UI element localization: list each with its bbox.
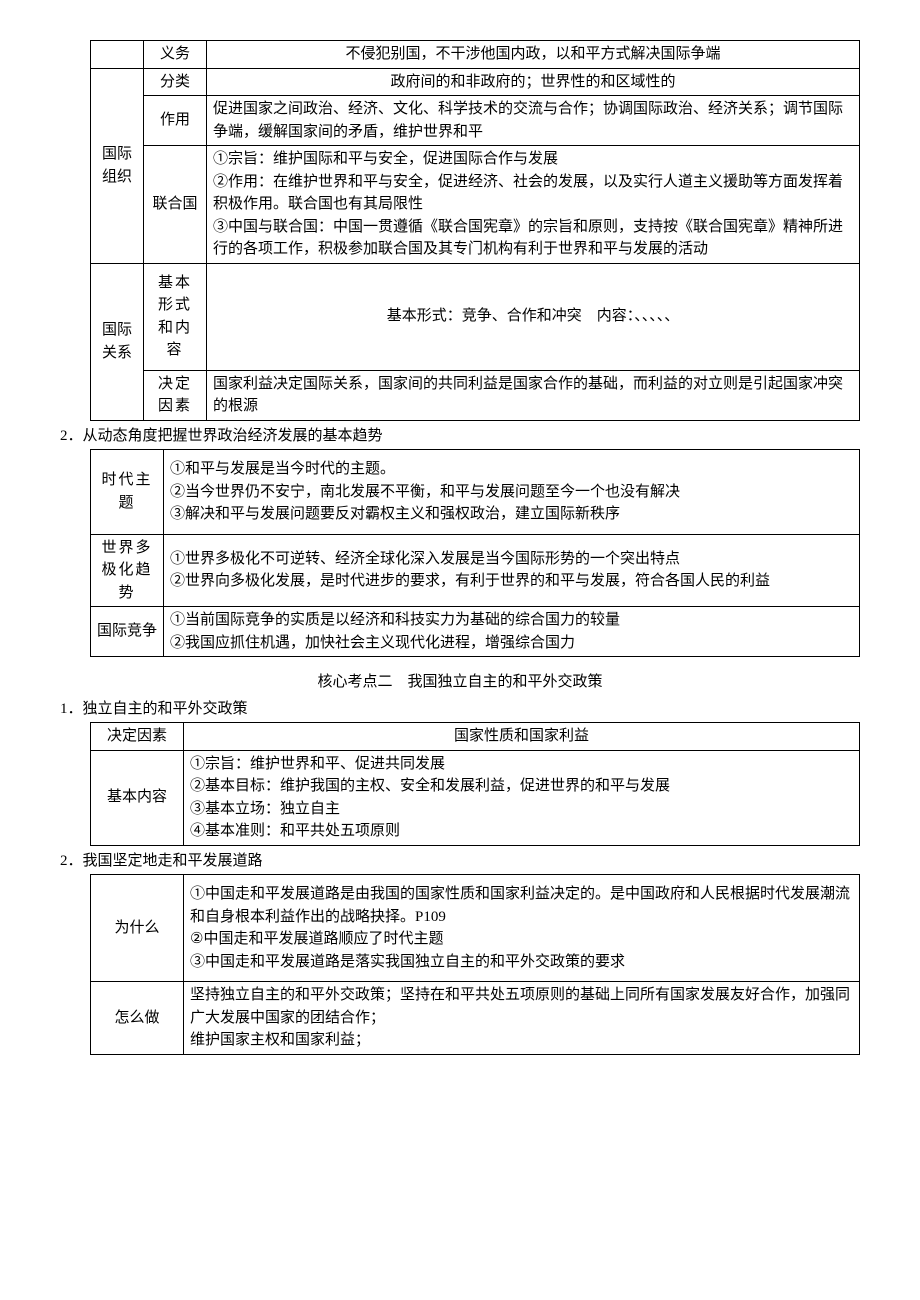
cell-determinant-label: 决定因素 — [91, 723, 184, 751]
cell-form-content: 基本形式：竞争、合作和冲突 内容：、、、、、 — [207, 263, 860, 370]
core-heading: 核心考点二 我国独立自主的和平外交政策 — [60, 671, 860, 694]
heading-dynamic-trends: 2．从动态角度把握世界政治经济发展的基本趋势 — [60, 425, 860, 448]
table-row: 国际关系 基本形式和内容 基本形式：竞争、合作和冲突 内容：、、、、、 — [91, 263, 860, 370]
cell-basic-content-label: 基本内容 — [91, 750, 184, 845]
cell-factor-label: 决定因素 — [144, 370, 207, 420]
cell-duty-label: 义务 — [144, 41, 207, 69]
cell-un-label: 联合国 — [144, 146, 207, 264]
cell-how-content: 坚持独立自主的和平外交政策；坚持在和平共处五项原则的基础上同所有国家发展友好合作… — [184, 982, 860, 1055]
cell-competition-content: ①当前国际竞争的实质是以经济和科技实力为基础的综合国力的较量 ②我国应抓住机遇，… — [164, 607, 860, 657]
table-row: 决定因素 国家利益决定国际关系，国家间的共同利益是国家合作的基础，而利益的对立则… — [91, 370, 860, 420]
table-row: 国际组织 分类 政府间的和非政府的；世界性的和区域性的 — [91, 68, 860, 96]
cell-how-label: 怎么做 — [91, 982, 184, 1055]
cell-era-theme-label: 时代主题 — [91, 450, 164, 535]
cell-form-label: 基本形式和内容 — [144, 263, 207, 370]
heading-peaceful-path: 2．我国坚定地走和平发展道路 — [60, 850, 860, 873]
cell-why-content: ①中国走和平发展道路是由我国的国家性质和国家利益决定的。是中国政府和人民根据时代… — [184, 875, 860, 982]
cell-why-label: 为什么 — [91, 875, 184, 982]
table-foreign-policy: 决定因素 国家性质和国家利益 基本内容 ①宗旨：维护世界和平、促进共同发展 ②基… — [90, 722, 860, 846]
cell-un-content: ①宗旨：维护国际和平与安全，促进国际合作与发展 ②作用：在维护世界和平与安全，促… — [207, 146, 860, 264]
table-row: 为什么 ①中国走和平发展道路是由我国的国家性质和国家利益决定的。是中国政府和人民… — [91, 875, 860, 982]
cell-era-theme-content: ①和平与发展是当今时代的主题。 ②当今世界仍不安宁，南北发展不平衡，和平与发展问… — [164, 450, 860, 535]
heading-independent-policy: 1．独立自主的和平外交政策 — [60, 698, 860, 721]
table-row: 时代主题 ①和平与发展是当今时代的主题。 ②当今世界仍不安宁，南北发展不平衡，和… — [91, 450, 860, 535]
cell-factor-content: 国家利益决定国际关系，国家间的共同利益是国家合作的基础，而利益的对立则是引起国家… — [207, 370, 860, 420]
table-row: 国际竞争 ①当前国际竞争的实质是以经济和科技实力为基础的综合国力的较量 ②我国应… — [91, 607, 860, 657]
table-row: 决定因素 国家性质和国家利益 — [91, 723, 860, 751]
cell-duty-content: 不侵犯别国，不干涉他国内政，以和平方式解决国际争端 — [207, 41, 860, 69]
cell-multipolar-label: 世界多极化趋势 — [91, 534, 164, 607]
table-row: 作用 促进国家之间政治、经济、文化、科学技术的交流与合作；协调国际政治、经济关系… — [91, 96, 860, 146]
cell-multipolar-content: ①世界多极化不可逆转、经济全球化深入发展是当今国际形势的一个突出特点 ②世界向多… — [164, 534, 860, 607]
table-row: 怎么做 坚持独立自主的和平外交政策；坚持在和平共处五项原则的基础上同所有国家发展… — [91, 982, 860, 1055]
cell-intl-org-label: 国际组织 — [91, 68, 144, 263]
cell-basic-content-content: ①宗旨：维护世界和平、促进共同发展 ②基本目标：维护我国的主权、安全和发展利益，… — [184, 750, 860, 845]
cell-role-label: 作用 — [144, 96, 207, 146]
cell-determinant-content: 国家性质和国家利益 — [184, 723, 860, 751]
table-row: 世界多极化趋势 ①世界多极化不可逆转、经济全球化深入发展是当今国际形势的一个突出… — [91, 534, 860, 607]
empty-cell — [91, 41, 144, 69]
cell-competition-label: 国际竞争 — [91, 607, 164, 657]
table-world-trends: 时代主题 ①和平与发展是当今时代的主题。 ②当今世界仍不安宁，南北发展不平衡，和… — [90, 449, 860, 657]
table-row: 联合国 ①宗旨：维护国际和平与安全，促进国际合作与发展 ②作用：在维护世界和平与… — [91, 146, 860, 264]
cell-intl-rel-label: 国际关系 — [91, 263, 144, 420]
cell-class-content: 政府间的和非政府的；世界性的和区域性的 — [207, 68, 860, 96]
table-row: 基本内容 ①宗旨：维护世界和平、促进共同发展 ②基本目标：维护我国的主权、安全和… — [91, 750, 860, 845]
table-international-society: 义务 不侵犯别国，不干涉他国内政，以和平方式解决国际争端 国际组织 分类 政府间… — [90, 40, 860, 421]
table-row: 义务 不侵犯别国，不干涉他国内政，以和平方式解决国际争端 — [91, 41, 860, 69]
cell-role-content: 促进国家之间政治、经济、文化、科学技术的交流与合作；协调国际政治、经济关系；调节… — [207, 96, 860, 146]
table-peaceful-path: 为什么 ①中国走和平发展道路是由我国的国家性质和国家利益决定的。是中国政府和人民… — [90, 874, 860, 1055]
cell-class-label: 分类 — [144, 68, 207, 96]
